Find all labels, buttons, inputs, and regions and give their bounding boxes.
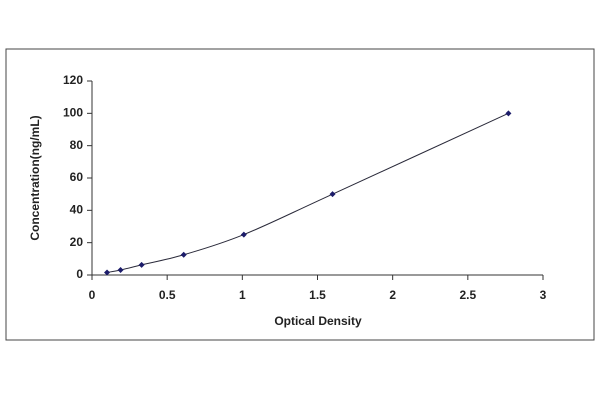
y-tick-label: 20 [70, 235, 84, 249]
y-axis-title: Concentration(ng/mL) [28, 115, 42, 240]
x-axis-title: Optical Density [274, 314, 362, 328]
y-tick-label: 80 [70, 138, 84, 152]
y-tick-label: 40 [70, 203, 84, 217]
x-tick-label: 1 [239, 288, 246, 302]
x-tick-label: 0.5 [159, 288, 176, 302]
point [104, 269, 111, 276]
y-tick-label: 60 [70, 170, 84, 184]
y-tick-label: 120 [63, 73, 83, 87]
x-tick-label: 2.5 [459, 288, 476, 302]
x-tick-label: 0 [89, 288, 96, 302]
point [240, 231, 247, 238]
point [138, 261, 145, 268]
x-tick-label: 3 [540, 288, 547, 302]
x-tick-label: 2 [389, 288, 396, 302]
point [180, 251, 187, 258]
point [329, 191, 336, 198]
y-tick-label: 0 [76, 267, 83, 281]
point [505, 110, 512, 117]
x-tick-label: 1.5 [309, 288, 326, 302]
chart-frame [5, 48, 595, 341]
y-tick-label: 100 [63, 106, 83, 120]
point [117, 266, 124, 273]
